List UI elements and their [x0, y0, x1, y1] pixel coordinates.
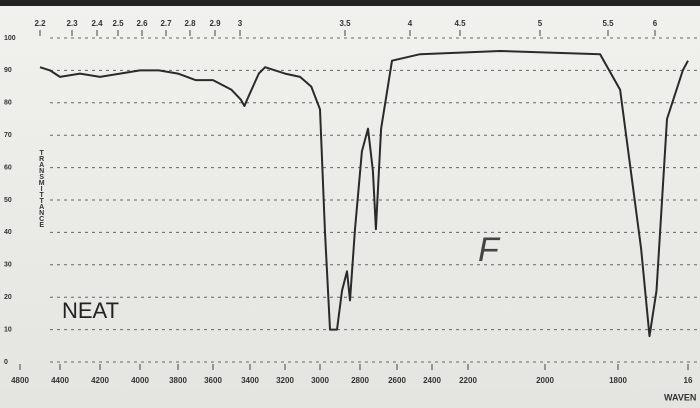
x2-tick-label: 2.5	[112, 19, 124, 28]
y-tick-label: 100	[4, 35, 16, 42]
x2-tick-label: 2.2	[34, 19, 46, 28]
y-tick-label: 40	[4, 229, 12, 236]
x2-tick-label: 2.6	[136, 19, 148, 28]
x-tick-label: 3000	[311, 376, 329, 385]
y-tick-label: 90	[4, 67, 12, 74]
x-tick-label: 1800	[609, 376, 627, 385]
y-tick-label: 80	[4, 100, 12, 107]
x-tick-label: 3200	[276, 376, 294, 385]
y-tick-label: 0	[4, 359, 8, 366]
x2-tick-label: 3	[238, 19, 243, 28]
x2-tick-label: 2.9	[209, 19, 221, 28]
x2-tick-label: 5.5	[602, 19, 614, 28]
x-tick-label: 3600	[204, 376, 222, 385]
x-tick-label: 16	[684, 376, 693, 385]
y-tick-label: 60	[4, 164, 12, 171]
y-tick-label: 50	[4, 197, 12, 204]
x-axis-label: WAVEN	[664, 392, 696, 402]
x2-tick-label: 5	[538, 19, 543, 28]
x-tick-label: 4400	[51, 376, 69, 385]
x2-tick-label: 3.5	[339, 19, 351, 28]
annotation: NEAT	[62, 298, 119, 323]
y-tick-label: 20	[4, 294, 12, 301]
x-tick-label: 4800	[11, 376, 29, 385]
x2-tick-label: 2.7	[160, 19, 172, 28]
y-axis-label: TRANSMITTANCE	[38, 150, 45, 228]
x-tick-label: 4000	[131, 376, 149, 385]
annotation: F	[478, 231, 501, 269]
x2-tick-label: 6	[653, 19, 658, 28]
y-tick-label: 10	[4, 326, 12, 333]
x2-tick-label: 4	[408, 19, 413, 28]
x-tick-label: 3400	[241, 376, 259, 385]
y-tick-label: 30	[4, 262, 12, 269]
x-tick-label: 2800	[351, 376, 369, 385]
x-tick-label: 2600	[388, 376, 406, 385]
x2-tick-label: 4.5	[454, 19, 466, 28]
x-tick-label: 3800	[169, 376, 187, 385]
x-tick-label: 4200	[91, 376, 109, 385]
x-tick-label: 2400	[423, 376, 441, 385]
x-tick-label: 2000	[536, 376, 554, 385]
x2-tick-label: 2.8	[184, 19, 196, 28]
x2-tick-label: 2.3	[66, 19, 78, 28]
top-edge	[0, 0, 700, 6]
y-tick-label: 70	[4, 132, 12, 139]
x-tick-label: 2200	[459, 376, 477, 385]
spectrum-line	[39, 50, 689, 338]
x2-tick-label: 2.4	[91, 19, 103, 28]
